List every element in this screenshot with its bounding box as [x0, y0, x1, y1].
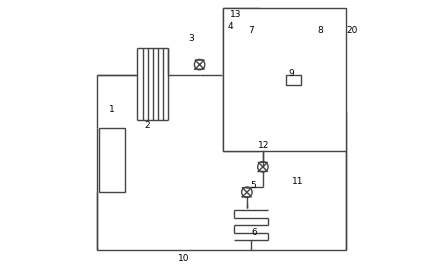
Text: 13: 13: [230, 10, 241, 19]
Text: 2: 2: [144, 121, 150, 130]
Bar: [223, 8, 259, 151]
Text: 3: 3: [189, 34, 194, 43]
Text: 20: 20: [346, 26, 358, 35]
Text: 7: 7: [249, 26, 254, 35]
Bar: [286, 75, 301, 85]
Text: 11: 11: [292, 177, 303, 186]
Text: 12: 12: [258, 141, 269, 150]
Text: 9: 9: [288, 69, 294, 78]
Bar: [99, 128, 125, 192]
Text: 1: 1: [109, 105, 115, 114]
Text: 5: 5: [250, 181, 256, 190]
Text: 4: 4: [228, 22, 233, 31]
Bar: [223, 8, 346, 151]
Text: 8: 8: [317, 26, 323, 35]
Text: 6: 6: [251, 228, 257, 237]
Text: 10: 10: [179, 254, 190, 264]
